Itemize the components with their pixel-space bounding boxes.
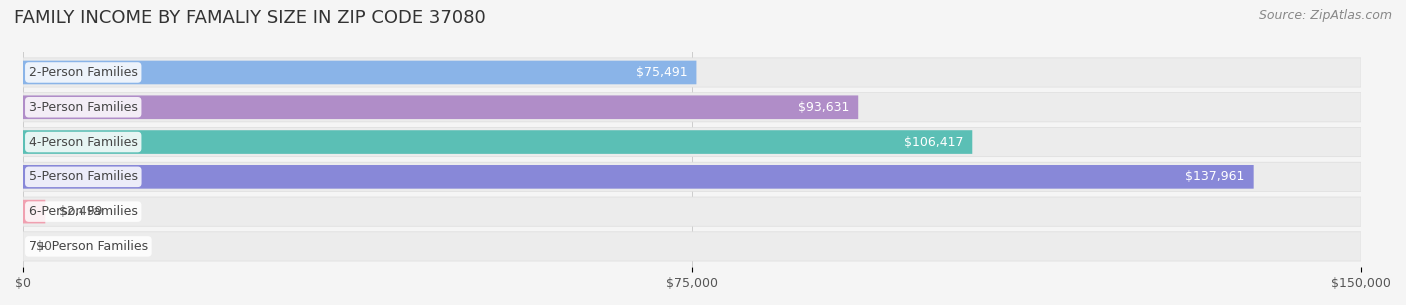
FancyBboxPatch shape (22, 127, 1361, 157)
Text: FAMILY INCOME BY FAMALIY SIZE IN ZIP CODE 37080: FAMILY INCOME BY FAMALIY SIZE IN ZIP COD… (14, 9, 486, 27)
Text: 5-Person Families: 5-Person Families (28, 170, 138, 183)
Text: 2-Person Families: 2-Person Families (28, 66, 138, 79)
Text: 6-Person Families: 6-Person Families (28, 205, 138, 218)
FancyBboxPatch shape (22, 95, 858, 119)
FancyBboxPatch shape (22, 58, 1361, 87)
FancyBboxPatch shape (22, 200, 45, 224)
Text: $2,499: $2,499 (59, 205, 103, 218)
FancyBboxPatch shape (22, 197, 1361, 226)
FancyBboxPatch shape (22, 232, 1361, 261)
Text: Source: ZipAtlas.com: Source: ZipAtlas.com (1258, 9, 1392, 22)
Text: $93,631: $93,631 (799, 101, 849, 114)
Text: $106,417: $106,417 (904, 135, 963, 149)
FancyBboxPatch shape (22, 165, 1254, 189)
FancyBboxPatch shape (22, 93, 1361, 122)
Text: 7+ Person Families: 7+ Person Families (28, 240, 148, 253)
Text: $75,491: $75,491 (636, 66, 688, 79)
FancyBboxPatch shape (22, 130, 973, 154)
Text: 3-Person Families: 3-Person Families (28, 101, 138, 114)
FancyBboxPatch shape (22, 61, 696, 84)
Text: $137,961: $137,961 (1185, 170, 1244, 183)
Text: $0: $0 (37, 240, 52, 253)
FancyBboxPatch shape (22, 162, 1361, 192)
Text: 4-Person Families: 4-Person Families (28, 135, 138, 149)
